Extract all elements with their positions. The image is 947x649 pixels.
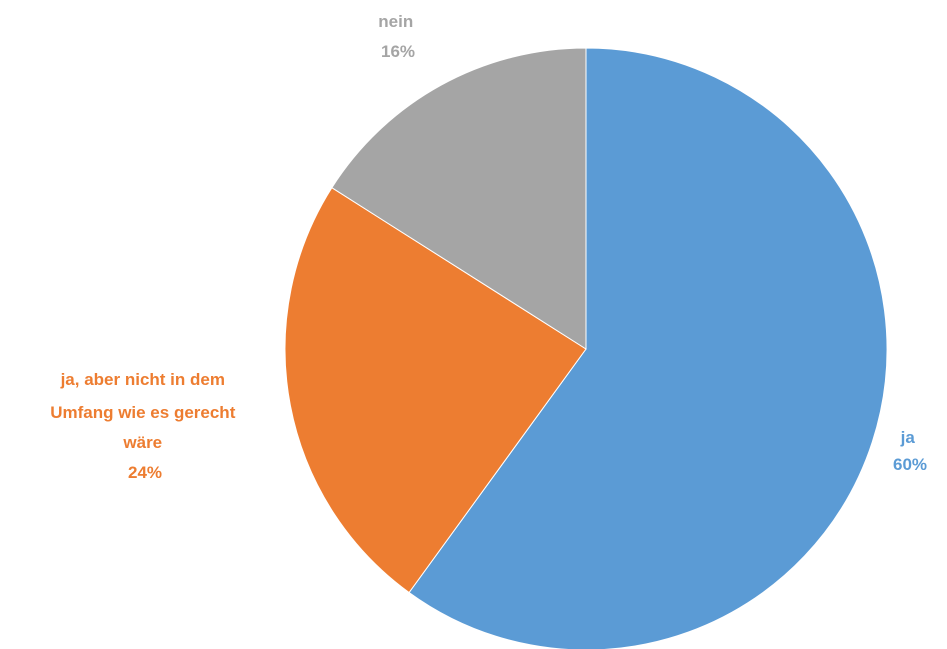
slice-label-ja-aber-line-2: Umfang wie es gerecht <box>50 403 236 422</box>
slice-label-ja-aber-line-3: wäre <box>122 433 162 452</box>
pie-slice-0 <box>408 47 888 649</box>
slice-label-ja-name: ja <box>900 428 916 447</box>
slice-label-ja-aber: ja, aber nicht in dem Umfang wie es gere… <box>50 370 240 482</box>
pie-slice-2 <box>331 47 587 350</box>
slice-label-nein: nein 16% <box>378 12 417 61</box>
slice-label-nein-percent: 16% <box>381 42 415 61</box>
slice-label-ja-percent: 60% <box>893 455 927 474</box>
slice-label-nein-name: nein <box>378 12 413 31</box>
slice-label-ja-aber-line-1: ja, aber nicht in dem <box>60 370 225 389</box>
pie-slices <box>284 47 888 649</box>
slice-label-ja-aber-percent: 24% <box>128 463 162 482</box>
pie-slice-1 <box>284 187 587 594</box>
slice-label-ja: ja 60% <box>893 428 927 474</box>
